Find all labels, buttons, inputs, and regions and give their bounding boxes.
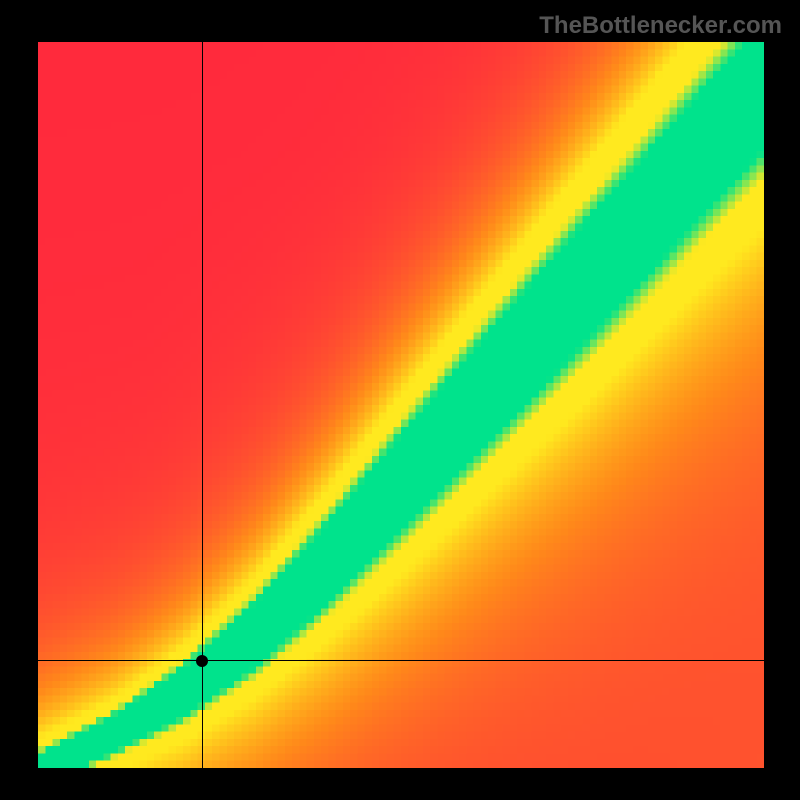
crosshair-marker <box>196 655 208 667</box>
crosshair-horizontal <box>38 660 764 661</box>
bottleneck-heatmap <box>38 42 764 768</box>
watermark-text: TheBottlenecker.com <box>539 12 782 40</box>
